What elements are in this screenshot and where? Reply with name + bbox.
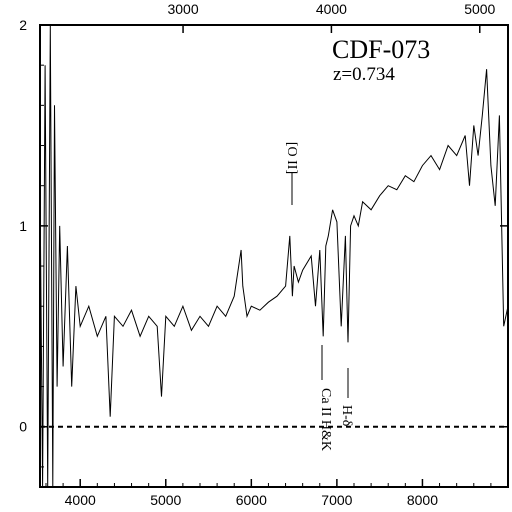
redshift-label: z=0.734: [333, 64, 395, 85]
line-label-ca-hk: Ca II H&K: [318, 388, 333, 451]
plot-frame: [39, 24, 509, 488]
top-x-tick-label: 4000: [316, 1, 347, 17]
x-tick-label: 7000: [321, 492, 352, 508]
x-tick-label: 4000: [65, 492, 96, 508]
y-tick-label: 0: [19, 419, 27, 435]
line-label-oii: [O II]: [284, 142, 299, 174]
y-tick-label: 1: [19, 218, 27, 234]
x-tick-label: 6000: [236, 492, 267, 508]
y-tick-label: 2: [19, 17, 27, 33]
spectrum-line: [39, 24, 509, 488]
x-tick-label: 8000: [407, 492, 438, 508]
top-x-tick-label: 3000: [167, 1, 198, 17]
x-tick-label: 5000: [150, 492, 181, 508]
line-label-h-delta: H-δ: [339, 405, 354, 427]
object-name: CDF-073: [332, 35, 430, 64]
top-x-tick-label: 5000: [464, 1, 495, 17]
